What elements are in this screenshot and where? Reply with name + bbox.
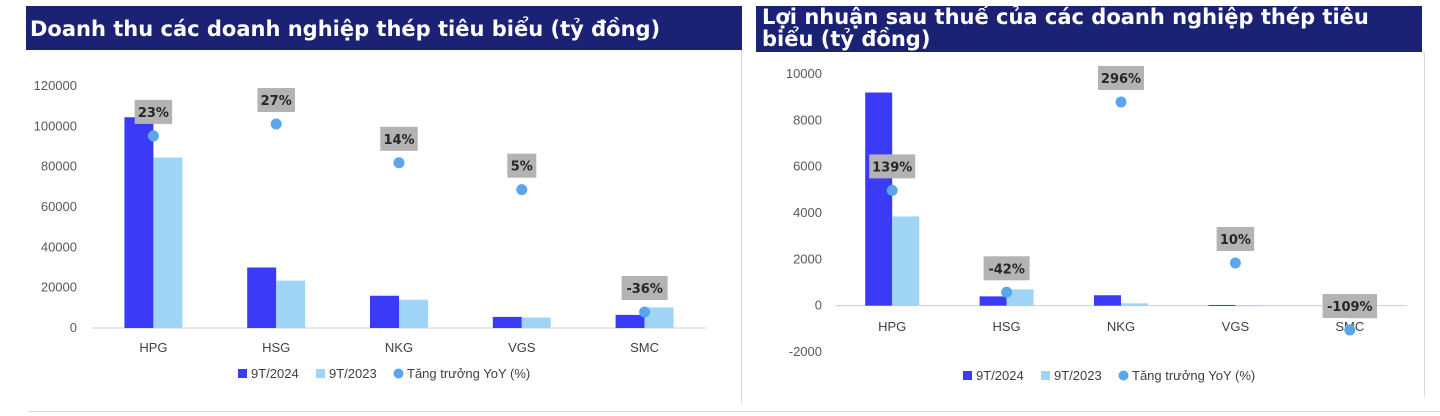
growth-label-box-hsg <box>257 88 295 112</box>
y-tick-label: 2000 <box>793 251 822 266</box>
bar-9T-2023-hpg <box>892 216 920 306</box>
category-label-nkg: NKG <box>1107 319 1135 334</box>
bar-9T-2023-hpg <box>153 157 183 328</box>
bar-9T-2024-vgs <box>1208 304 1236 306</box>
growth-label-box-nkg <box>1098 66 1144 90</box>
growth-dot-hpg <box>886 184 898 196</box>
profit-panel: Lợi nhuận sau thuế của các doanh nghiệp … <box>742 0 1440 416</box>
growth-dot-nkg <box>1115 96 1127 108</box>
growth-label-box-vgs <box>507 153 537 178</box>
growth-label-hsg: 27% <box>261 94 292 109</box>
y-tick-label: 80000 <box>41 159 77 174</box>
category-label-nkg: NKG <box>385 340 413 355</box>
legend-label-0: 9T/2024 <box>251 366 299 381</box>
growth-label-box-smc <box>1322 294 1378 318</box>
y-tick-label: 120000 <box>34 78 77 93</box>
revenue-title-bar: Doanh thu các doanh nghiệp thép tiêu biể… <box>26 6 742 50</box>
bar-9T-2024-nkg <box>370 295 399 328</box>
legend-label-0: 9T/2024 <box>976 368 1024 383</box>
growth-label-hpg: 23% <box>138 106 169 121</box>
growth-label-smc: -109% <box>1327 300 1373 315</box>
growth-label-nkg: 14% <box>383 133 414 148</box>
y-tick-label: 40000 <box>41 239 77 254</box>
y-tick-label: 60000 <box>41 199 77 214</box>
growth-label-hpg: 139% <box>872 160 912 175</box>
growth-label-box-hsg <box>983 256 1030 281</box>
growth-dot-vgs <box>1229 257 1241 269</box>
growth-dot-hpg <box>147 130 159 142</box>
y-tick-label: 8000 <box>793 112 822 127</box>
legend-label-1: 9T/2023 <box>329 366 377 381</box>
category-label-hpg: HPG <box>139 340 167 355</box>
category-label-hpg: HPG <box>878 319 906 334</box>
profit-chart-frame: -2000 0 2000 4000 6000 8000 10000 HPG 139% HSG -42… <box>742 52 1425 397</box>
revenue-chart-frame: 0 20000 40000 60000 80000 100000 120000 HPG 23% H… <box>0 50 742 402</box>
bar-9T-2023-nkg <box>1121 303 1148 306</box>
growth-label-box-vgs <box>1216 227 1255 252</box>
growth-label-vgs: 5% <box>511 160 533 175</box>
growth-dot-vgs <box>516 184 528 196</box>
growth-dot-smc <box>1344 324 1356 336</box>
bar-9T-2023-nkg <box>399 299 428 328</box>
growth-label-box-nkg <box>380 126 418 151</box>
growth-label-hsg: -42% <box>988 262 1025 277</box>
legend-swatch-2023 <box>316 369 325 378</box>
growth-label-smc: -36% <box>626 282 663 297</box>
y-tick-label: 4000 <box>793 205 822 220</box>
bar-9T-2023-smc <box>644 307 674 328</box>
bar-9T-2024-hsg <box>979 296 1007 306</box>
y-tick-label: 10000 <box>786 66 822 81</box>
legend-label-1: 9T/2023 <box>1054 368 1102 383</box>
y-tick-label: -2000 <box>789 344 822 359</box>
profit-chart-title: Lợi nhuận sau thuế của các doanh nghiệp … <box>762 5 1369 51</box>
bar-9T-2024-vgs <box>492 316 522 328</box>
legend-label-2: Tăng trưởng YoY (%) <box>407 366 530 381</box>
bar-9T-2023-hsg <box>1006 289 1034 306</box>
growth-dot-hsg <box>270 118 282 130</box>
bar-9T-2024-hpg <box>124 117 154 328</box>
bar-9T-2023-vgs <box>521 317 551 328</box>
legend-swatch-yoy <box>1118 370 1129 381</box>
bottom-divider <box>28 411 1440 412</box>
y-tick-label: 20000 <box>41 280 77 295</box>
growth-label-box-hpg <box>869 154 916 179</box>
growth-dot-smc <box>639 306 651 318</box>
legend-swatch-2024 <box>238 369 247 378</box>
y-tick-label: 6000 <box>793 159 822 174</box>
growth-label-box-hpg <box>134 99 173 124</box>
bar-9T-2023-hsg <box>276 280 306 328</box>
category-label-hsg: HSG <box>262 340 290 355</box>
category-label-vgs: VGS <box>508 340 536 355</box>
profit-chart: -2000 0 2000 4000 6000 8000 10000 HPG 139% HSG -42… <box>786 66 1407 383</box>
bar-9T-2023-vgs <box>1235 305 1263 307</box>
revenue-chart-title: Doanh thu các doanh nghiệp thép tiêu biể… <box>30 17 661 41</box>
growth-dot-nkg <box>393 157 405 169</box>
growth-label-box-smc <box>621 276 668 300</box>
profit-title-bar: Lợi nhuận sau thuế của các doanh nghiệp … <box>756 6 1422 52</box>
category-label-vgs: VGS <box>1222 319 1250 334</box>
bar-9T-2024-hpg <box>865 92 893 306</box>
legend-label-2: Tăng trưởng YoY (%) <box>1132 368 1255 383</box>
y-tick-label: 100000 <box>34 118 77 133</box>
legend-swatch-yoy <box>393 368 404 379</box>
legend-swatch-2023 <box>1041 371 1050 380</box>
category-label-hsg: HSG <box>993 319 1021 334</box>
growth-label-nkg: 296% <box>1101 72 1141 87</box>
bar-9T-2024-smc <box>615 314 645 328</box>
revenue-chart: 0 20000 40000 60000 80000 100000 120000 HPG 23% H… <box>34 78 706 381</box>
y-tick-label: 0 <box>70 320 77 335</box>
growth-label-vgs: 10% <box>1220 233 1251 248</box>
bar-9T-2024-nkg <box>1094 295 1121 306</box>
legend-swatch-2024 <box>963 371 972 380</box>
y-tick-label: 0 <box>815 298 822 313</box>
revenue-panel: Doanh thu các doanh nghiệp thép tiêu biể… <box>0 6 742 402</box>
category-label-smc: SMC <box>630 340 659 355</box>
growth-dot-hsg <box>1001 286 1013 298</box>
bar-9T-2024-hsg <box>247 267 277 328</box>
